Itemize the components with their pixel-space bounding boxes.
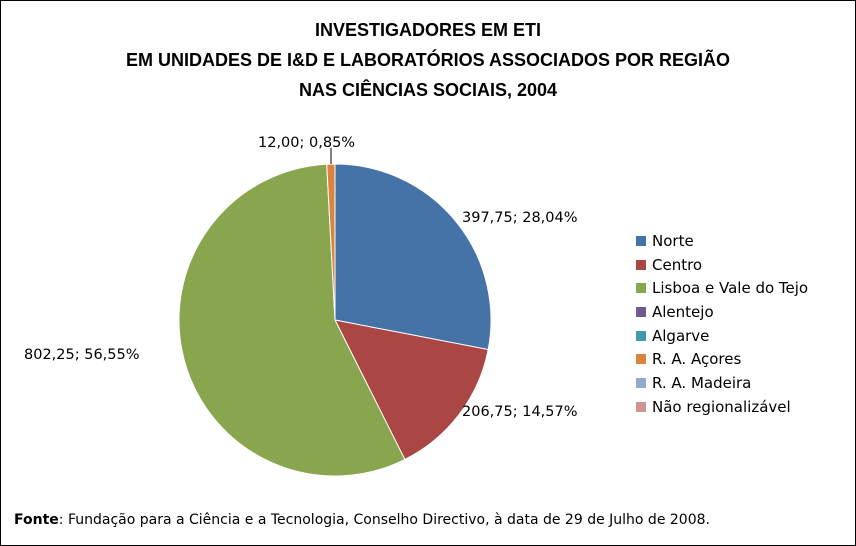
legend-label: Lisboa e Vale do Tejo [652,279,809,298]
legend-label: Norte [652,231,694,250]
legend-swatch [636,377,646,388]
legend-item-acores: R. A. Açores [636,347,808,371]
legend: Norte Centro Lisboa e Vale do Tejo Alent… [636,229,808,419]
legend-item-nao-regionalizavel: Não regionalizável [636,395,808,419]
source-note: Fonte: Fundação para a Ciência e a Tecno… [14,512,710,528]
chart-title-line-1: INVESTIGADORES EM ETI [314,20,542,40]
legend-label: Alentejo [652,302,714,321]
legend-item-algarve: Algarve [636,324,808,348]
pie-slice-acores [326,163,336,321]
legend-item-alentejo: Alentejo [636,300,808,324]
legend-swatch [636,259,646,270]
source-label: Fonte [14,512,59,528]
legend-swatch [636,283,646,294]
legend-label: Não regionalizável [652,397,791,416]
data-label-acores: 12,00; 0,85% [258,135,355,151]
legend-swatch [636,330,646,341]
legend-swatch [636,401,646,412]
pie-slice-lisboa [178,163,406,477]
legend-item-norte: Norte [636,229,808,253]
legend-label: R. A. Madeira [652,373,752,392]
data-label-norte: 397,75; 28,04% [462,210,578,226]
data-label-centro: 206,75; 14,57% [462,404,578,420]
pie-slice-norte [334,163,492,351]
legend-item-madeira: R. A. Madeira [636,371,808,395]
legend-swatch [636,306,646,317]
legend-label: R. A. Açores [652,350,742,369]
pie-slice-centro [334,319,489,461]
chart-title-line-2: EM UNIDADES DE I&D E LABORATÓRIOS ASSOCI… [125,50,731,70]
pie-slices [178,163,492,477]
legend-label: Algarve [652,326,710,345]
legend-item-lisboa: Lisboa e Vale do Tejo [636,276,808,300]
legend-swatch [636,235,646,246]
data-label-lisboa: 802,25; 56,55% [24,347,140,363]
legend-label: Centro [652,255,703,274]
legend-item-centro: Centro [636,253,808,277]
chart-title-line-3: NAS CIÊNCIAS SOCIAIS, 2004 [298,80,558,100]
legend-swatch [636,354,646,365]
source-text: : Fundação para a Ciência e a Tecnologia… [58,512,710,528]
